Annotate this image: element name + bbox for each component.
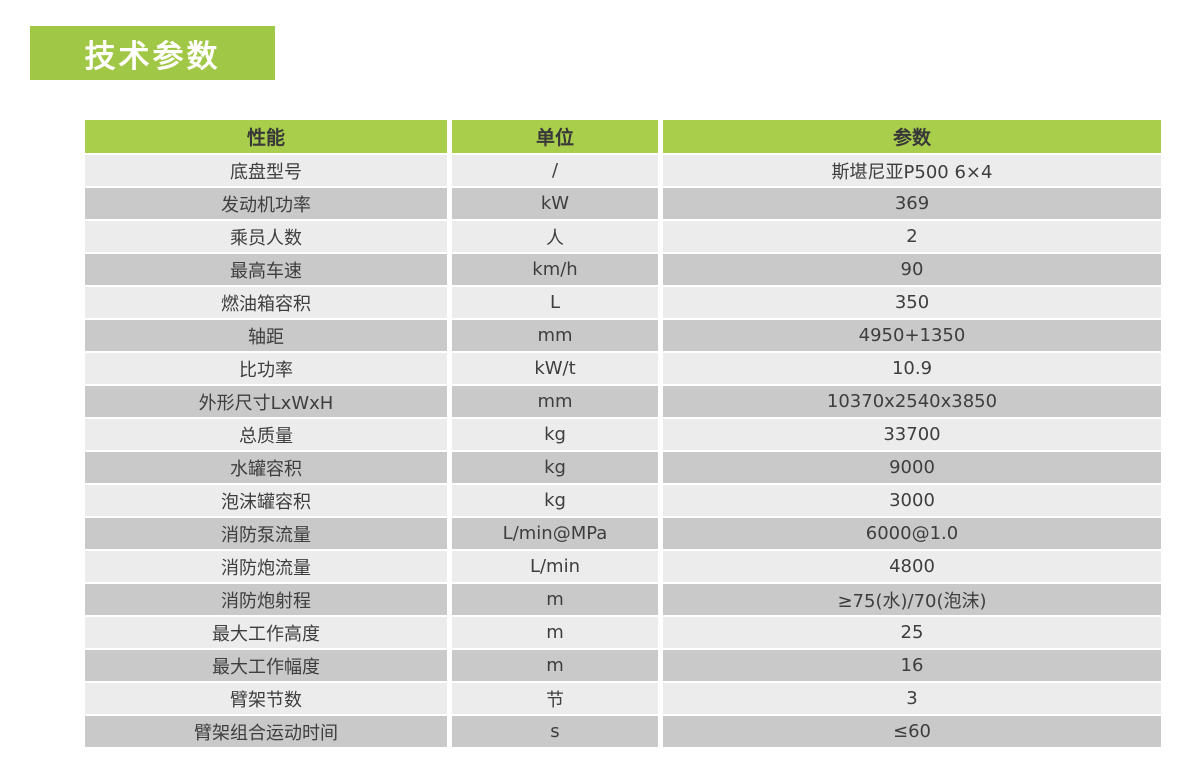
header-parameter: 参数 bbox=[663, 120, 1161, 153]
table-row: 臂架组合运动时间 s ≤60 bbox=[85, 716, 1161, 747]
table-row: 最高车速 km/h 90 bbox=[85, 254, 1161, 285]
row-value-cell: 斯堪尼亚P500 6×4 bbox=[663, 155, 1161, 186]
table-row: 比功率 kW/t 10.9 bbox=[85, 353, 1161, 384]
row-value-cell: 3000 bbox=[663, 485, 1161, 516]
table-row: 最大工作幅度 m 16 bbox=[85, 650, 1161, 681]
row-name-cell: 轴距 bbox=[85, 320, 447, 351]
row-name-cell: 泡沫罐容积 bbox=[85, 485, 447, 516]
table-row: 燃油箱容积 L 350 bbox=[85, 287, 1161, 318]
row-name-cell: 臂架组合运动时间 bbox=[85, 716, 447, 747]
row-unit-cell: kW/t bbox=[452, 353, 658, 384]
row-unit-cell: mm bbox=[452, 320, 658, 351]
row-value-cell: 90 bbox=[663, 254, 1161, 285]
row-name-cell: 乘员人数 bbox=[85, 221, 447, 252]
row-name-cell: 消防炮射程 bbox=[85, 584, 447, 615]
row-name-cell: 消防泵流量 bbox=[85, 518, 447, 549]
row-unit-cell: m bbox=[452, 584, 658, 615]
table-row: 乘员人数 人 2 bbox=[85, 221, 1161, 252]
row-unit-cell: 节 bbox=[452, 683, 658, 714]
section-title: 技术参数 bbox=[84, 38, 221, 75]
row-value-cell: 350 bbox=[663, 287, 1161, 318]
row-name-cell: 外形尺寸LxWxH bbox=[85, 386, 447, 417]
spec-table-body: 底盘型号 / 斯堪尼亚P500 6×4 发动机功率 kW 369 乘员人数 人 … bbox=[85, 155, 1161, 747]
header-unit: 单位 bbox=[452, 120, 658, 153]
row-unit-cell: km/h bbox=[452, 254, 658, 285]
row-value-cell: 25 bbox=[663, 617, 1161, 648]
row-value-cell: 6000@1.0 bbox=[663, 518, 1161, 549]
row-value-cell: 3 bbox=[663, 683, 1161, 714]
table-row: 最大工作高度 m 25 bbox=[85, 617, 1161, 648]
table-row: 泡沫罐容积 kg 3000 bbox=[85, 485, 1161, 516]
row-name-cell: 比功率 bbox=[85, 353, 447, 384]
row-value-cell: 16 bbox=[663, 650, 1161, 681]
row-value-cell: 369 bbox=[663, 188, 1161, 219]
row-name-cell: 总质量 bbox=[85, 419, 447, 450]
row-unit-cell: m bbox=[452, 650, 658, 681]
row-unit-cell: kg bbox=[452, 485, 658, 516]
row-unit-cell: kg bbox=[452, 452, 658, 483]
table-row: 消防泵流量 L/min@MPa 6000@1.0 bbox=[85, 518, 1161, 549]
row-name-cell: 最高车速 bbox=[85, 254, 447, 285]
row-unit-cell: s bbox=[452, 716, 658, 747]
row-name-cell: 底盘型号 bbox=[85, 155, 447, 186]
row-value-cell: ≥75(水)/70(泡沫) bbox=[663, 584, 1161, 615]
row-unit-cell: kg bbox=[452, 419, 658, 450]
row-unit-cell: / bbox=[452, 155, 658, 186]
row-value-cell: 4800 bbox=[663, 551, 1161, 582]
table-row: 轴距 mm 4950+1350 bbox=[85, 320, 1161, 351]
table-row: 发动机功率 kW 369 bbox=[85, 188, 1161, 219]
row-unit-cell: mm bbox=[452, 386, 658, 417]
table-row: 总质量 kg 33700 bbox=[85, 419, 1161, 450]
row-value-cell: 4950+1350 bbox=[663, 320, 1161, 351]
row-value-cell: 2 bbox=[663, 221, 1161, 252]
table-header-row: 性能 单位 参数 bbox=[85, 120, 1161, 153]
row-name-cell: 最大工作幅度 bbox=[85, 650, 447, 681]
row-unit-cell: L bbox=[452, 287, 658, 318]
row-name-cell: 发动机功率 bbox=[85, 188, 447, 219]
table-row: 消防炮流量 L/min 4800 bbox=[85, 551, 1161, 582]
row-unit-cell: L/min bbox=[452, 551, 658, 582]
row-name-cell: 臂架节数 bbox=[85, 683, 447, 714]
row-name-cell: 燃油箱容积 bbox=[85, 287, 447, 318]
row-value-cell: ≤60 bbox=[663, 716, 1161, 747]
row-unit-cell: m bbox=[452, 617, 658, 648]
table-row: 底盘型号 / 斯堪尼亚P500 6×4 bbox=[85, 155, 1161, 186]
row-name-cell: 最大工作高度 bbox=[85, 617, 447, 648]
row-value-cell: 10.9 bbox=[663, 353, 1161, 384]
table-row: 消防炮射程 m ≥75(水)/70(泡沫) bbox=[85, 584, 1161, 615]
table-row: 臂架节数 节 3 bbox=[85, 683, 1161, 714]
row-unit-cell: kW bbox=[452, 188, 658, 219]
row-value-cell: 9000 bbox=[663, 452, 1161, 483]
section-title-badge: 技术参数 bbox=[30, 26, 275, 80]
row-unit-cell: 人 bbox=[452, 221, 658, 252]
spec-table: 性能 单位 参数 底盘型号 / 斯堪尼亚P500 6×4 发动机功率 kW 36… bbox=[85, 120, 1161, 749]
header-performance: 性能 bbox=[85, 120, 447, 153]
table-row: 水罐容积 kg 9000 bbox=[85, 452, 1161, 483]
row-name-cell: 消防炮流量 bbox=[85, 551, 447, 582]
row-value-cell: 33700 bbox=[663, 419, 1161, 450]
table-row: 外形尺寸LxWxH mm 10370x2540x3850 bbox=[85, 386, 1161, 417]
row-name-cell: 水罐容积 bbox=[85, 452, 447, 483]
row-unit-cell: L/min@MPa bbox=[452, 518, 658, 549]
row-value-cell: 10370x2540x3850 bbox=[663, 386, 1161, 417]
